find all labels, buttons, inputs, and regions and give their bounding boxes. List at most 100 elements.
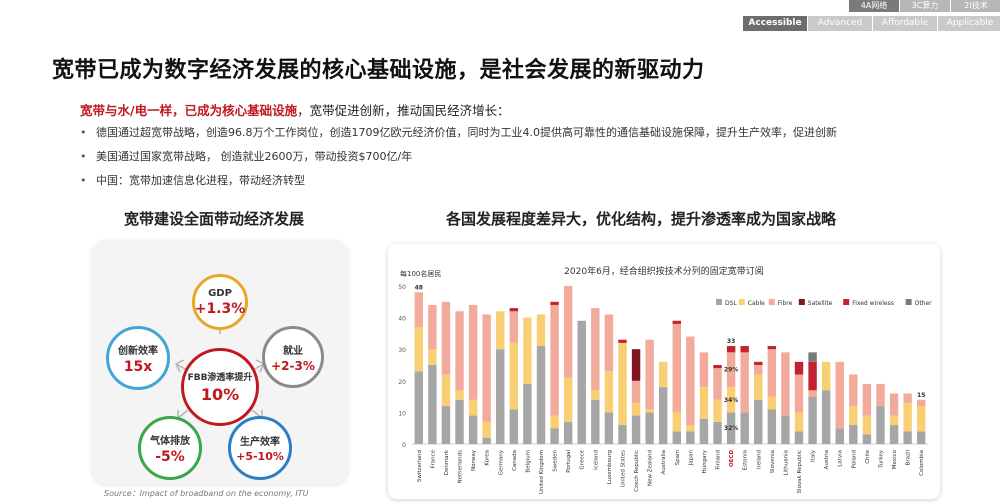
bar-segment: [631, 402, 641, 416]
nav-tab-accessible[interactable]: Accessible: [743, 16, 807, 31]
legend-swatch: [716, 299, 722, 305]
x-tick-label: Belgium: [525, 450, 531, 473]
lead-rest: ，宽带促进创新，推动国民经济增长：: [297, 103, 510, 118]
bar-segment: [509, 311, 519, 343]
bar-segment: [604, 314, 614, 372]
data-annotation: 15: [917, 392, 925, 399]
x-tick-label: France: [430, 449, 436, 468]
legend-label: Satellite: [808, 300, 833, 307]
data-annotation: 32%: [724, 425, 738, 432]
x-tick-label: Lithuania: [783, 450, 789, 475]
bar-segment: [903, 431, 912, 444]
bar-segment: [604, 371, 614, 413]
bar-segment: [889, 393, 899, 416]
y-tick-label: 20: [398, 379, 406, 386]
x-tick-label: Germany: [498, 449, 504, 475]
bar-segment: [482, 437, 491, 444]
nav-tab-affordable[interactable]: Affordable: [873, 16, 937, 31]
jobs-circle: 就业 +2-3%: [262, 326, 324, 388]
bar-segment: [631, 380, 641, 403]
bar-segment: [917, 431, 926, 444]
x-tick-label: United States: [620, 450, 626, 487]
innovation-label: 创新效率: [118, 345, 158, 357]
bar-segment: [645, 339, 654, 410]
productivity-value: +5-10%: [236, 450, 284, 463]
bar-segment: [821, 361, 831, 391]
bar-segment: [428, 304, 437, 350]
bar-segment: [794, 361, 804, 375]
bar-segment: [767, 396, 777, 410]
bar-segment: [468, 304, 478, 400]
source-note: Source：Impact of broadband on the econom…: [104, 489, 309, 498]
productivity-label: 生产效率: [240, 437, 280, 448]
bar-segment: [482, 314, 491, 422]
y-tick-label: 0: [402, 442, 406, 449]
left-heading: 宽带建设全面带动经济发展: [124, 210, 305, 228]
x-tick-label: Estonia: [743, 450, 749, 470]
data-annotation: 48: [415, 284, 423, 291]
bar-segment: [713, 421, 722, 444]
x-tick-label: Switzerland: [417, 450, 423, 482]
y-tick-label: 10: [398, 410, 406, 417]
bar-segment: [414, 292, 423, 328]
bar-segment: [455, 311, 464, 391]
bar-segment: [414, 327, 423, 372]
legend-label: Fibre: [778, 300, 793, 307]
x-tick-label: Brazil: [906, 450, 912, 466]
bar-segment: [835, 361, 844, 429]
bullet-usa: 美国通过国家宽带战略， 创造就业2600万，带动投资$700亿/年: [80, 148, 837, 172]
nav-tab-3c[interactable]: 3C算力: [900, 0, 950, 12]
x-tick-label: Czech Republic: [634, 450, 640, 492]
x-tick-label: Portugal: [566, 450, 572, 473]
bar-segment: [414, 371, 423, 444]
bar-segment: [808, 396, 817, 444]
x-tick-label: Korea: [485, 450, 491, 466]
y-tick-label: 40: [398, 316, 406, 323]
data-annotation: 33: [727, 338, 735, 345]
bar-segment: [726, 346, 736, 353]
bar-segment: [441, 374, 451, 407]
x-tick-label: Slovak Republic: [797, 450, 803, 493]
bar-segment: [740, 352, 749, 413]
x-tick-label: Netherlands: [458, 450, 464, 484]
bar-segment: [577, 320, 586, 444]
nav-tab-advanced[interactable]: Advanced: [808, 16, 872, 31]
bar-segment: [428, 365, 437, 444]
bar-segment: [794, 431, 804, 444]
bar-segment: [672, 412, 681, 432]
y-tick-label: 30: [398, 347, 406, 354]
bar-segment: [631, 415, 641, 444]
bar-segment: [523, 383, 532, 444]
gdp-label: GDP: [208, 287, 232, 299]
legend-label: Other: [915, 300, 933, 307]
bar-segment: [563, 286, 573, 378]
bar-segment: [740, 412, 749, 444]
x-tick-label: New Zealand: [648, 450, 654, 486]
bar-segment: [917, 399, 926, 407]
legend-label: DSL: [725, 300, 737, 307]
bar-segment: [659, 361, 668, 388]
bar-segment: [849, 406, 858, 426]
nav-tab-2i[interactable]: 2I技术: [951, 0, 1000, 12]
x-tick-label: Latvia: [838, 450, 844, 467]
x-tick-label: Denmark: [444, 449, 450, 475]
right-heading: 各国发展程度差异大，优化结构，提升渗透率成为国家战略: [446, 210, 837, 228]
nav-tab-applicable[interactable]: Applicable: [938, 16, 1000, 31]
x-tick-label: Italy: [811, 449, 817, 462]
bar-segment: [618, 339, 627, 343]
x-tick-label: Mexico: [892, 449, 898, 469]
bar-segment: [889, 415, 899, 426]
gdp-value: +1.3%: [194, 300, 246, 317]
bar-segment: [591, 390, 600, 400]
bullet-china: 中国：宽带加速信息化进程，带动经济转型: [80, 172, 837, 196]
jobs-value: +2-3%: [271, 358, 315, 373]
data-annotation: 34%: [724, 397, 738, 404]
nav-tab-4a[interactable]: 4A网络: [849, 0, 899, 12]
bar-segment: [713, 365, 722, 369]
bar-segment: [713, 368, 722, 400]
bar-segment: [686, 431, 695, 444]
gdp-circle: GDP +1.3%: [192, 274, 248, 330]
bar-segment: [536, 346, 546, 444]
jobs-label: 就业: [283, 345, 303, 357]
bar-segment: [591, 399, 600, 444]
